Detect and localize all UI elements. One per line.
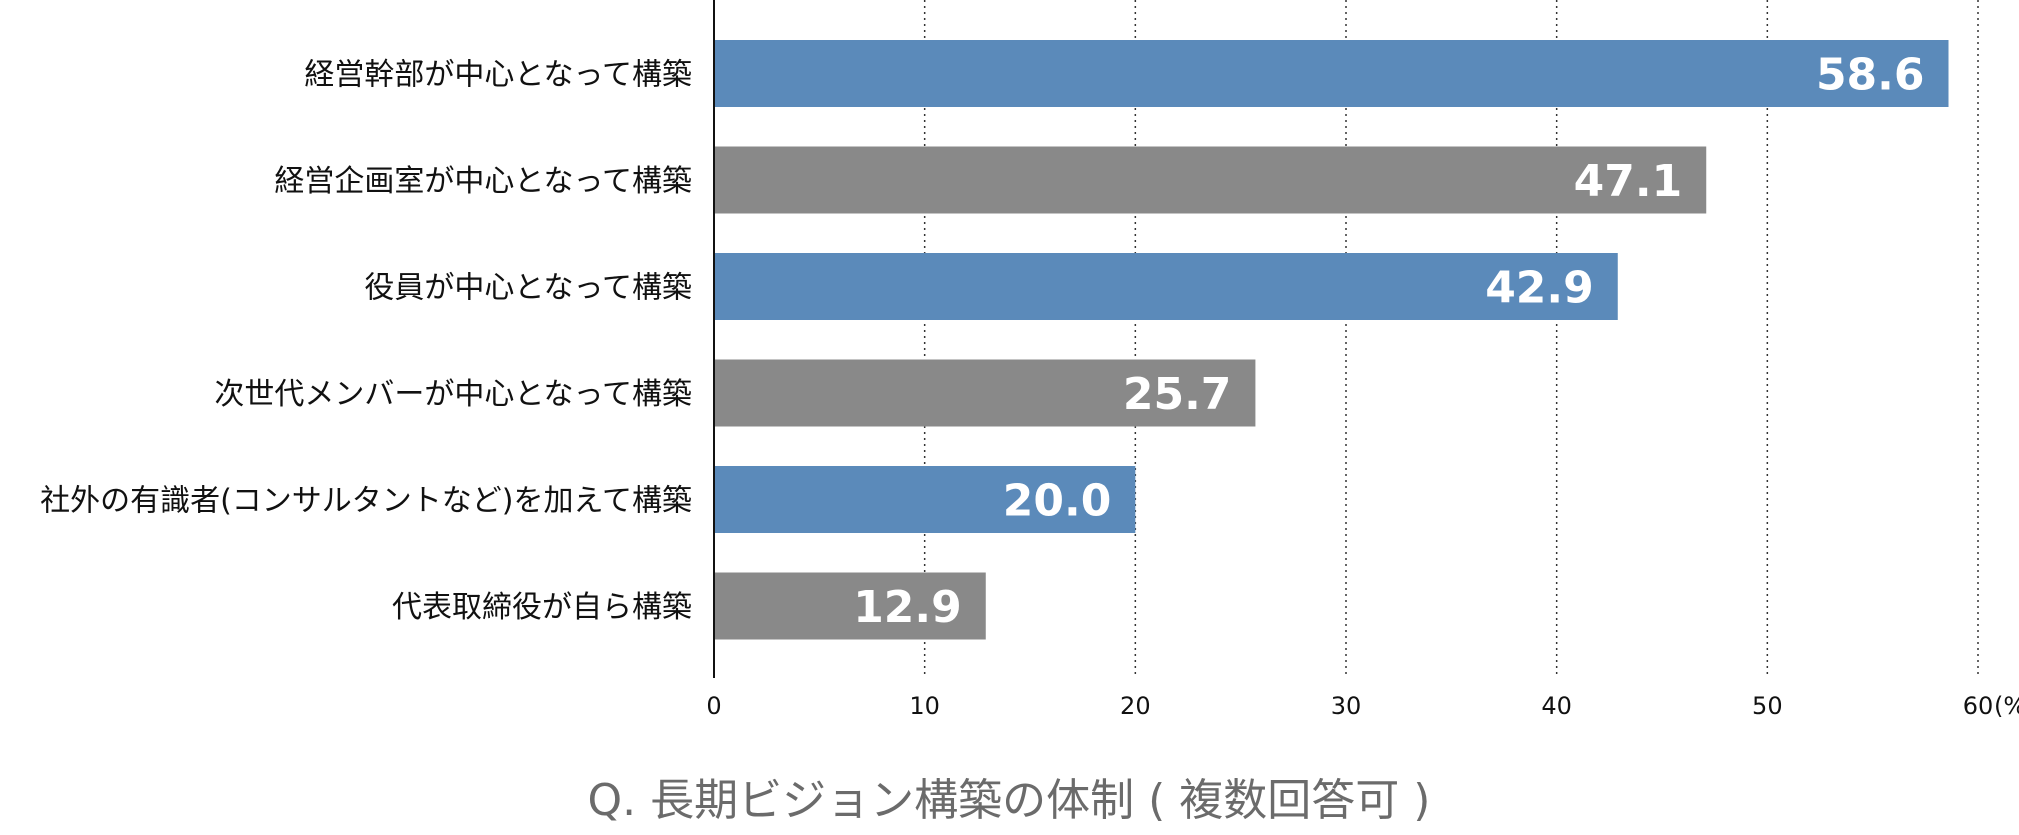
- x-tick-40: 40: [1541, 692, 1572, 720]
- bar-3: [714, 253, 1618, 320]
- bar-4: [714, 359, 1256, 427]
- x-tick-labels: 0 10 20 30 40 50 60: [706, 692, 1993, 720]
- category-labels: 経営幹部が中心となって構築経営企画室が中心となって構築役員が中心となって構築次世…: [40, 58, 692, 626]
- bar-1: [714, 40, 1949, 107]
- value-label-5: 20.0: [1003, 476, 1112, 527]
- x-tick-10: 10: [909, 692, 940, 720]
- category-label-6: 代表取締役が自ら構築: [392, 590, 692, 625]
- x-tick-30: 30: [1331, 692, 1362, 720]
- category-label-1: 経営幹部が中心となって構築: [304, 58, 692, 93]
- x-tick-0: 0: [706, 692, 721, 720]
- x-tick-20: 20: [1120, 692, 1151, 720]
- category-label-4: 次世代メンバーが中心となって構築: [214, 377, 692, 412]
- x-axis-unit-label: (%): [1994, 692, 2019, 720]
- chart-title: Q. 長期ビジョン構築の体制 ( 複数回答可 ): [588, 775, 1431, 826]
- value-label-1: 58.6: [1816, 50, 1925, 101]
- value-label-2: 47.1: [1574, 156, 1683, 207]
- x-tick-50: 50: [1752, 692, 1783, 720]
- gridlines: [923, 0, 1979, 678]
- value-label-4: 25.7: [1123, 369, 1232, 420]
- category-label-5: 社外の有識者(コンサルタントなど)を加えて構築: [40, 484, 692, 519]
- value-label-6: 12.9: [853, 582, 962, 633]
- bar-5: [714, 466, 1136, 533]
- category-label-2: 経営企画室が中心となって構築: [274, 164, 692, 199]
- bars: [714, 40, 1949, 640]
- bar-2: [714, 146, 1707, 214]
- value-label-3: 42.9: [1485, 263, 1594, 314]
- bar-6: [714, 572, 986, 640]
- category-label-3: 役員が中心となって構築: [364, 271, 692, 306]
- value-labels: 58.6 47.1 42.9 25.7 20.0 12.9: [853, 50, 1924, 634]
- x-tick-60: 60: [1963, 692, 1994, 720]
